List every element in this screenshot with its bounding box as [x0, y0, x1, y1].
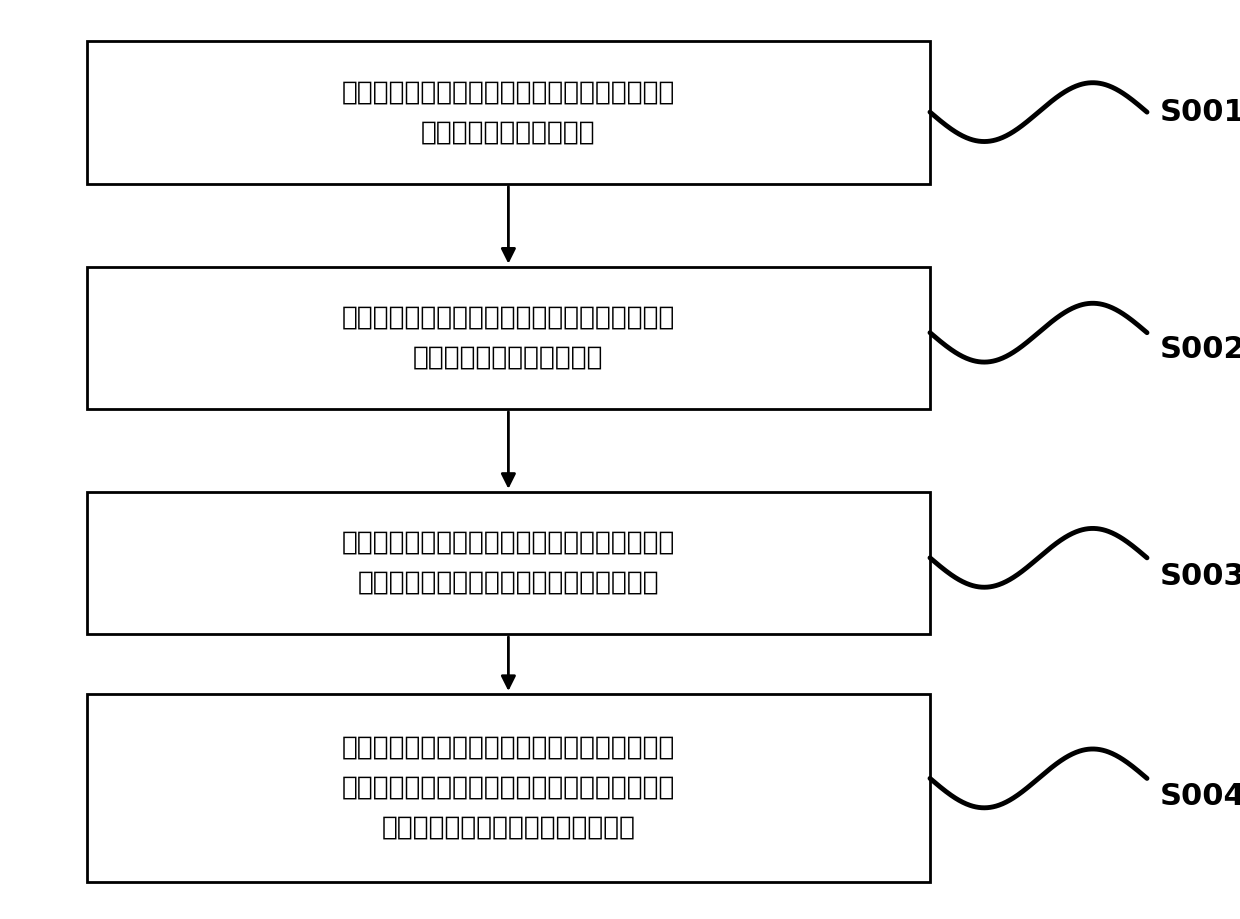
FancyBboxPatch shape	[87, 267, 930, 409]
FancyBboxPatch shape	[87, 492, 930, 634]
Text: 若为危险工况，则控制车辆系统进入主动干预模
式，根据干预扭矩和驱动需求扭矩计算目标干预
扭矩，并根据目标干预扭矩控制车辆: 若为危险工况，则控制车辆系统进入主动干预模 式，根据干预扭矩和驱动需求扭矩计算目…	[342, 735, 675, 841]
Text: S001: S001	[1159, 97, 1240, 127]
Text: 根据车速、加速踏板信号、制动踏板信号和发电
扭矩能力计算驱动需求扭矩: 根据车速、加速踏板信号、制动踏板信号和发电 扭矩能力计算驱动需求扭矩	[342, 305, 675, 370]
Text: S002: S002	[1159, 335, 1240, 364]
FancyBboxPatch shape	[87, 694, 930, 882]
Text: 根据车速、方向盘转角和方向盘转角变化率进行
工况识别，工况包括非危险工况和危险工况: 根据车速、方向盘转角和方向盘转角变化率进行 工况识别，工况包括非危险工况和危险工…	[342, 530, 675, 596]
FancyBboxPatch shape	[87, 41, 930, 184]
Text: S003: S003	[1159, 562, 1240, 591]
Text: 根据车速、方向盘转角、方向盘转角变化率和发
电扭矩能力计算干预扭矩: 根据车速、方向盘转角、方向盘转角变化率和发 电扭矩能力计算干预扭矩	[342, 80, 675, 145]
Text: S004: S004	[1159, 782, 1240, 811]
